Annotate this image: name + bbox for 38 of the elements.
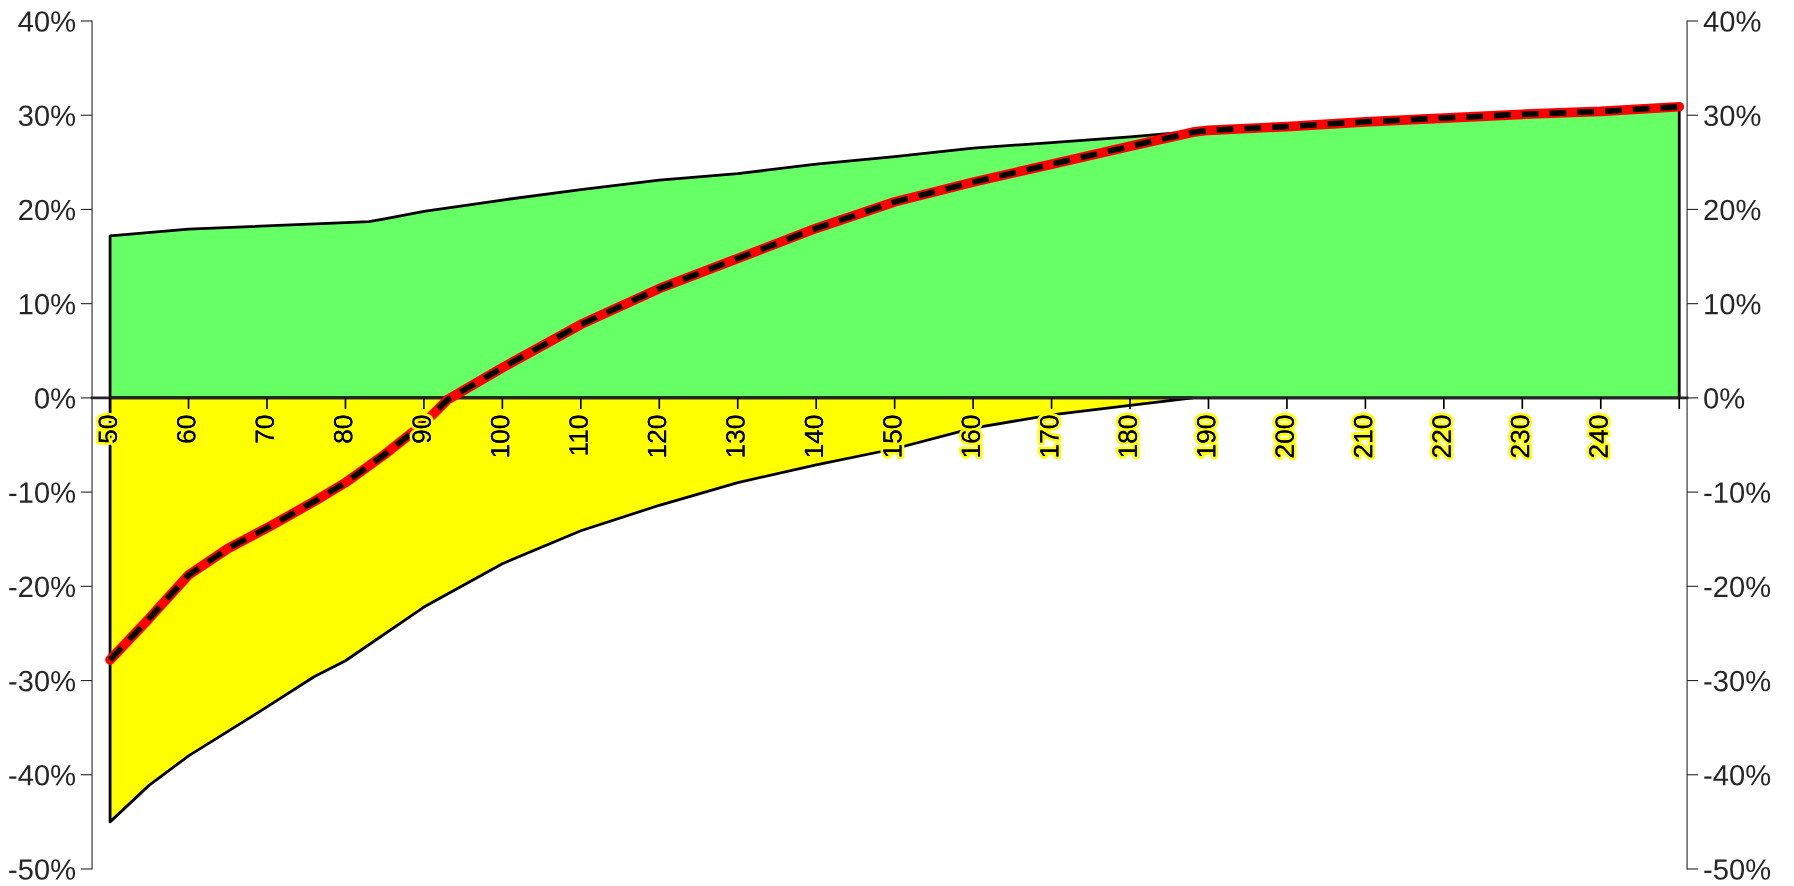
y-tick-label: -40%	[9, 764, 76, 786]
y-tick-label: -10%	[9, 482, 76, 503]
y2-tick-label: 0%	[1704, 388, 1745, 409]
y2-tick-label: -40%	[1704, 764, 1771, 786]
x-tick-label: 210	[1353, 415, 1373, 458]
y-tick-label: -20%	[9, 576, 76, 598]
x-tick-label: 110	[569, 415, 588, 455]
y-tick-label: 10%	[19, 293, 76, 315]
y-tick-label: 0%	[35, 388, 76, 409]
x-tick-label: 80	[333, 415, 353, 443]
y2-tick-label: -30%	[1704, 670, 1771, 692]
x-tick-label: 140	[804, 415, 824, 457]
y2-tick-label: 40%	[1703, 11, 1761, 32]
x-tick-label: 60	[176, 415, 196, 443]
y-tick-label: 20%	[19, 199, 76, 221]
y-tick-label: -30%	[9, 670, 76, 692]
x-tick-label: 190	[1196, 415, 1216, 457]
y2-tick-label: -50%	[1704, 859, 1771, 880]
y2-tick-label: 30%	[1704, 105, 1761, 127]
x-tick-label: 130	[726, 415, 745, 457]
y2-tick-label: -20%	[1704, 576, 1771, 598]
x-tick-label: 160	[961, 415, 981, 457]
x-tick-label: 150	[883, 415, 902, 457]
y2-tick-label: 20%	[1704, 199, 1761, 221]
x-tick-label: 200	[1275, 415, 1295, 458]
x-tick-label: 240	[1589, 415, 1608, 458]
y-tick-label: -50%	[9, 859, 76, 880]
x-tick-label: 170	[1039, 415, 1059, 457]
y2-tick-label: 10%	[1705, 293, 1761, 315]
x-tick-label: 120	[647, 415, 667, 457]
x-tick-label: 230	[1510, 415, 1530, 458]
x-tick-label: 220	[1432, 415, 1451, 458]
y2-tick-label: -10%	[1704, 482, 1771, 503]
x-tick-label: 100	[490, 415, 510, 457]
y-tick-label: 30%	[18, 105, 76, 127]
y-tick-label: 40%	[18, 11, 76, 32]
x-tick-label: 70	[255, 415, 275, 443]
x-tick-label: 180	[1118, 415, 1138, 457]
